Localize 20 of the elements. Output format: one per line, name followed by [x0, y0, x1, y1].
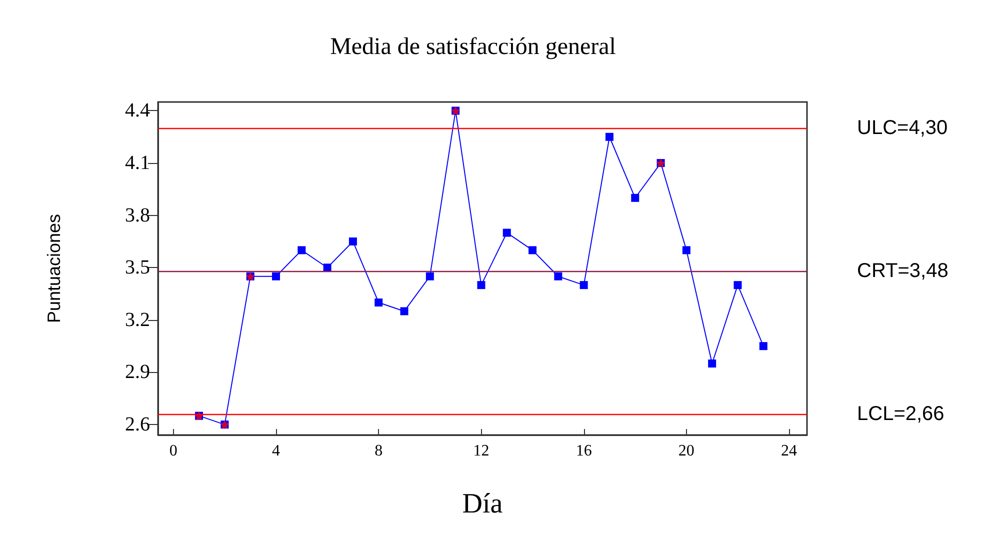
x-tick-label: 0 — [169, 442, 178, 460]
x-tick-label: 16 — [576, 442, 592, 460]
y-tick-label: 3.2 — [125, 308, 150, 331]
y-tick-label: 3.8 — [125, 204, 150, 226]
y-tick-label: 4.4 — [125, 100, 150, 122]
ref-line-label: LCL=2,66 — [857, 403, 944, 426]
ref-line-label: CRT=3,48 — [857, 260, 948, 282]
ref-line-label: ULC=4,30 — [857, 117, 948, 140]
y-tick-label: 3.5 — [125, 256, 150, 279]
x-tick-label: 20 — [678, 442, 694, 460]
chart-title: Media de satisfacción general — [330, 34, 616, 60]
y-tick-label: 4.1 — [125, 152, 150, 174]
x-tick-label: 24 — [781, 442, 798, 460]
y-tick-label: 2.9 — [125, 361, 150, 384]
y-tick-label: 2.6 — [125, 414, 150, 436]
x-tick-label: 8 — [374, 442, 383, 460]
y-axis-title: Puntuaciones — [44, 214, 64, 324]
x-tick-label: 12 — [473, 442, 490, 460]
x-tick-label: 4 — [272, 442, 280, 460]
x-axis-title: Día — [462, 488, 504, 520]
